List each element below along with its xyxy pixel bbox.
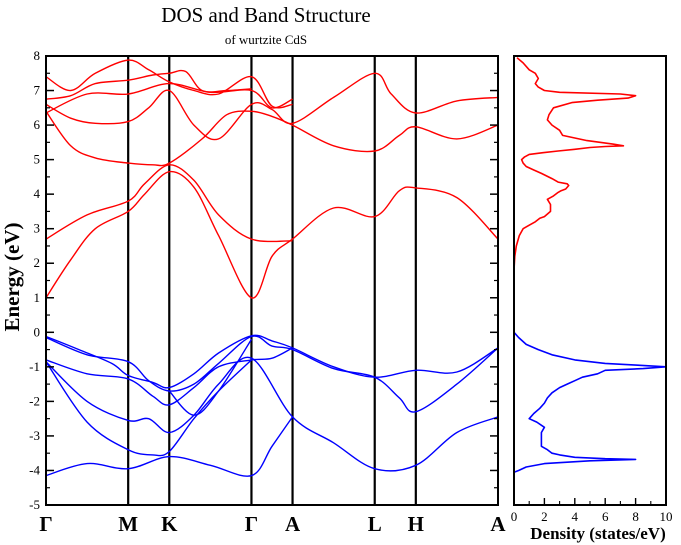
dos-x-tick-label: 8 bbox=[632, 509, 639, 524]
dos-x-axis-label: Density (states/eV) bbox=[530, 524, 666, 543]
chart-title: DOS and Band Structure bbox=[161, 3, 370, 27]
valence-band-line bbox=[45, 334, 499, 389]
dos-x-tick-label: 4 bbox=[572, 509, 579, 524]
dos-x-tick-label: 10 bbox=[660, 509, 673, 524]
valence-band-line bbox=[45, 347, 293, 406]
conduction-band-line bbox=[45, 170, 499, 299]
kpoint-label: K bbox=[161, 512, 178, 536]
y-tick-label: -1 bbox=[29, 359, 40, 374]
dos-frame-rect bbox=[513, 55, 667, 506]
band-y-ticks: -5 -4 -3 -2 -1 0 1 2 3 4 5 6 7 8 bbox=[29, 48, 498, 512]
kpoint-label: M bbox=[118, 512, 138, 536]
chart-subtitle: of wurtzite CdS bbox=[225, 32, 307, 47]
y-tick-label: 7 bbox=[34, 83, 41, 98]
valence-band-line bbox=[45, 359, 252, 457]
band-structure-lines bbox=[45, 59, 499, 477]
valence-band-line bbox=[45, 335, 499, 413]
kpoint-label: L bbox=[368, 512, 382, 536]
valence-band-line bbox=[45, 356, 499, 472]
kpoint-label: A bbox=[285, 512, 301, 536]
kpoint-label: A bbox=[490, 512, 506, 536]
y-tick-label: 5 bbox=[34, 152, 41, 167]
y-tick-label: 6 bbox=[34, 117, 41, 132]
y-tick-label: -2 bbox=[29, 393, 40, 408]
dos-line bbox=[513, 331, 667, 473]
y-tick-label: 8 bbox=[34, 48, 41, 63]
conduction-band-line bbox=[45, 59, 293, 109]
y-axis-label: Energy (eV) bbox=[0, 222, 24, 331]
dos-axes-frame bbox=[513, 55, 667, 506]
dos-x-tick-label: 2 bbox=[541, 509, 548, 524]
conduction-band-line bbox=[45, 82, 293, 114]
y-tick-label: 4 bbox=[34, 186, 41, 201]
dos-x-ticks: 0 2 4 6 8 10 bbox=[511, 498, 673, 524]
y-tick-label: 0 bbox=[34, 324, 41, 339]
dos-lines bbox=[513, 57, 667, 473]
band-kpoint-lines bbox=[127, 56, 417, 505]
conduction-band-line bbox=[45, 72, 499, 141]
valence-band-line bbox=[168, 338, 253, 416]
kpoint-label: H bbox=[408, 512, 424, 536]
y-tick-label: 2 bbox=[34, 255, 41, 270]
kpoint-label: Γ bbox=[245, 512, 258, 536]
kpoint-label: Γ bbox=[39, 512, 52, 536]
dos-x-tick-label: 6 bbox=[602, 509, 609, 524]
valence-band-line bbox=[45, 416, 294, 477]
y-tick-label: 1 bbox=[34, 290, 41, 305]
y-tick-label: -3 bbox=[29, 428, 40, 443]
y-tick-label: 3 bbox=[34, 221, 41, 236]
dos-line bbox=[513, 57, 637, 284]
conduction-band-line bbox=[45, 164, 293, 243]
y-tick-label: -4 bbox=[29, 462, 40, 477]
y-tick-label: -5 bbox=[29, 497, 40, 512]
conduction-band-line bbox=[45, 69, 252, 100]
conduction-band-line bbox=[45, 110, 499, 167]
dos-x-tick-label: 0 bbox=[511, 509, 518, 524]
